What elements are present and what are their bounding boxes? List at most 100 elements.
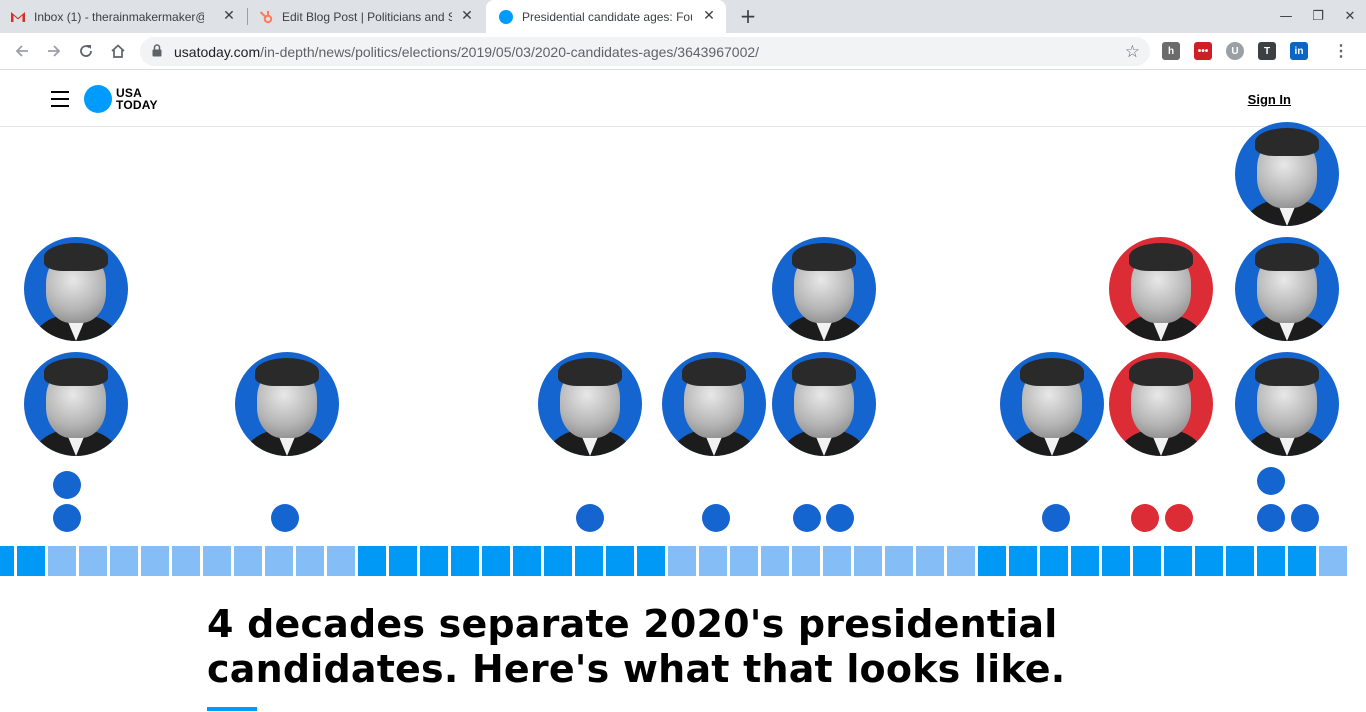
timeline-year-cell	[1040, 546, 1068, 576]
timeline-year-cell	[885, 546, 913, 576]
candidate-portrait	[24, 237, 128, 341]
url-domain: usatoday.com	[174, 44, 261, 60]
timeline-year-cell	[1257, 546, 1285, 576]
tab-separator	[247, 8, 248, 25]
candidate-portrait	[1000, 352, 1104, 456]
candidate-portrait	[772, 352, 876, 456]
bookmark-star-icon[interactable]: ☆	[1124, 42, 1140, 62]
timeline-year-cell	[420, 546, 448, 576]
timeline-year-cell	[1009, 546, 1037, 576]
home-icon[interactable]	[106, 39, 130, 63]
usatoday-logo-dot[interactable]	[84, 85, 112, 113]
timeline-year-cell	[451, 546, 479, 576]
candidate-dot	[1257, 504, 1285, 532]
candidate-portrait	[772, 237, 876, 341]
logo-line-1: USA	[116, 86, 142, 100]
candidate-dot	[53, 504, 81, 532]
timeline-year-cell	[916, 546, 944, 576]
tab-title: Presidential candidate ages: Fou	[522, 9, 692, 24]
timeline-year-cell	[1102, 546, 1130, 576]
sign-in-link[interactable]: Sign In	[1247, 92, 1291, 107]
forward-icon[interactable]	[42, 39, 66, 63]
close-tab-icon[interactable]: ✕	[703, 8, 715, 24]
tools-icon[interactable]: T	[1258, 42, 1276, 60]
timeline-year-cell	[1226, 546, 1254, 576]
close-tab-icon[interactable]: ✕	[223, 8, 235, 24]
window-close-icon[interactable]: ✕	[1344, 9, 1356, 24]
lock-icon	[152, 44, 162, 62]
ublock-icon[interactable]: U	[1226, 42, 1244, 60]
candidate-portrait	[24, 352, 128, 456]
restore-icon[interactable]: ❐	[1312, 9, 1324, 24]
timeline-year-cell	[203, 546, 231, 576]
article-headline: 4 decades separate 2020's presidential c…	[207, 602, 1167, 692]
candidate-dot	[271, 504, 299, 532]
candidate-dot	[793, 504, 821, 532]
minimize-icon[interactable]: —	[1279, 9, 1293, 24]
hubspot-icon[interactable]: h	[1162, 42, 1180, 60]
candidate-dot	[1165, 504, 1193, 532]
chrome-menu-icon[interactable]: ⋮	[1333, 43, 1349, 60]
timeline-year-cell	[389, 546, 417, 576]
candidate-portrait	[1235, 122, 1339, 226]
candidate-dot	[702, 504, 730, 532]
tab-usatoday[interactable]: Presidential candidate ages: Fou ✕	[486, 0, 726, 33]
gmail-icon	[10, 9, 26, 25]
timeline-year-cell	[823, 546, 851, 576]
linkedin-icon[interactable]: in	[1290, 42, 1308, 60]
hubspot-icon	[258, 9, 274, 25]
usatoday-logo-text[interactable]: USA TODAY	[116, 87, 158, 111]
back-icon[interactable]	[10, 39, 34, 63]
menu-icon[interactable]	[51, 91, 69, 107]
timeline-year-cell	[48, 546, 76, 576]
timeline-year-cell	[1288, 546, 1316, 576]
timeline-year-cell	[978, 546, 1006, 576]
reload-icon[interactable]	[74, 39, 98, 63]
candidate-dot	[53, 471, 81, 499]
browser-toolbar: usatoday.com/in-depth/news/politics/elec…	[0, 33, 1366, 70]
timeline-year-cell	[575, 546, 603, 576]
new-tab-button[interactable]: +	[739, 4, 757, 28]
timeline-year-cell	[172, 546, 200, 576]
tab-title: Edit Blog Post | Politicians and S	[282, 9, 452, 24]
candidate-dot	[576, 504, 604, 532]
timeline-year-cell	[265, 546, 293, 576]
candidate-portrait	[1109, 352, 1213, 456]
timeline-year-cell	[1133, 546, 1161, 576]
timeline-year-cell	[482, 546, 510, 576]
timeline-year-cell	[0, 546, 14, 576]
timeline-year-cell	[1164, 546, 1192, 576]
timeline-year-cell	[141, 546, 169, 576]
candidate-portrait	[1109, 237, 1213, 341]
timeline-year-cell	[79, 546, 107, 576]
url-text: usatoday.com/in-depth/news/politics/elec…	[174, 44, 759, 60]
logo-line-2: TODAY	[116, 98, 158, 112]
timeline-year-cell	[1319, 546, 1347, 576]
timeline-year-cell	[668, 546, 696, 576]
candidate-dot	[1257, 467, 1285, 495]
timeline-year-cell	[234, 546, 262, 576]
candidate-portrait	[538, 352, 642, 456]
address-bar[interactable]: usatoday.com/in-depth/news/politics/elec…	[140, 37, 1150, 66]
timeline-year-cell	[606, 546, 634, 576]
timeline-year-cell	[1195, 546, 1223, 576]
candidate-portrait	[1235, 352, 1339, 456]
lastpass-icon[interactable]: •••	[1194, 42, 1212, 60]
candidate-dot	[1131, 504, 1159, 532]
tab-hubspot[interactable]: Edit Blog Post | Politicians and S ✕	[258, 0, 484, 33]
candidate-portrait	[662, 352, 766, 456]
headline-line-2: candidates. Here's what that looks like.	[207, 647, 1066, 691]
usatoday-icon	[498, 9, 514, 25]
timeline-year-cell	[792, 546, 820, 576]
headline-line-1: 4 decades separate 2020's presidential	[207, 602, 1058, 646]
timeline-year-cell	[730, 546, 758, 576]
url-path: /in-depth/news/politics/elections/2019/0…	[260, 44, 760, 60]
timeline-year-cell	[544, 546, 572, 576]
candidate-age-graphic	[0, 122, 1366, 577]
timeline-year-cell	[854, 546, 882, 576]
timeline-year-cell	[296, 546, 324, 576]
close-tab-icon[interactable]: ✕	[461, 8, 473, 24]
tab-gmail[interactable]: Inbox (1) - therainmakermaker@ ✕	[10, 0, 246, 33]
timeline-year-cell	[110, 546, 138, 576]
timeline-year-cell	[17, 546, 45, 576]
